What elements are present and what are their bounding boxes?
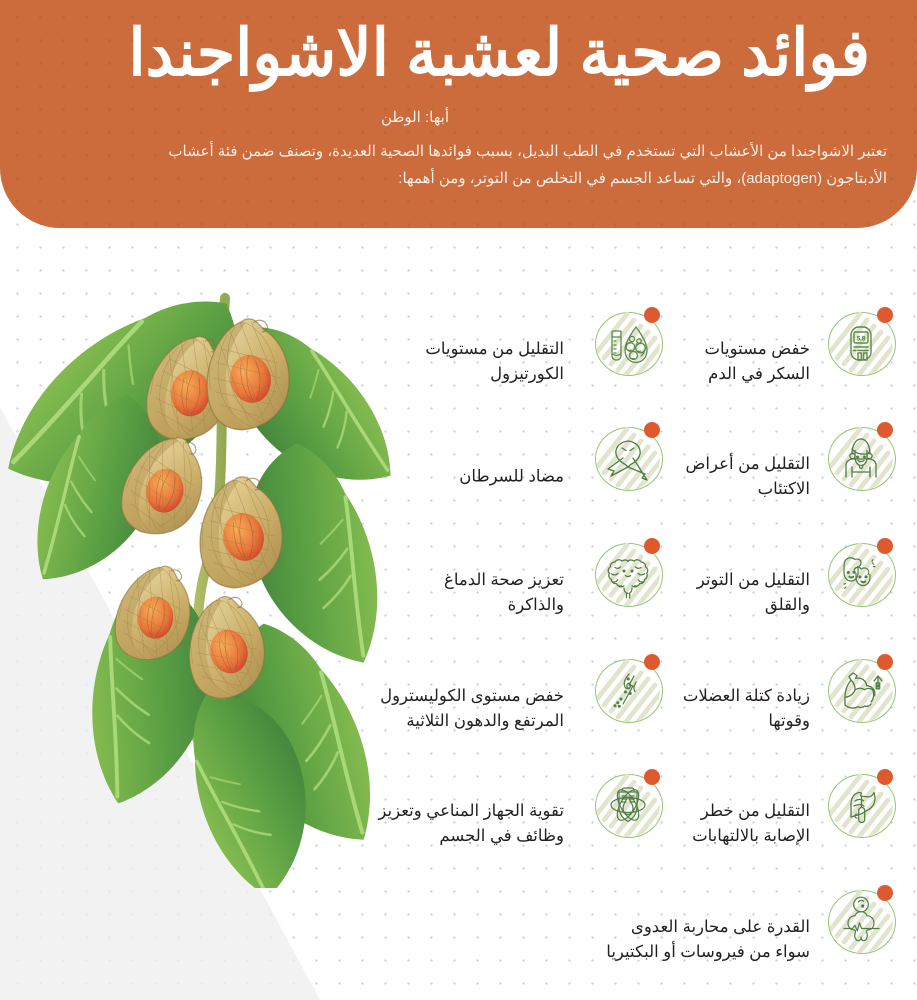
svg-text:5.8: 5.8: [857, 335, 866, 342]
